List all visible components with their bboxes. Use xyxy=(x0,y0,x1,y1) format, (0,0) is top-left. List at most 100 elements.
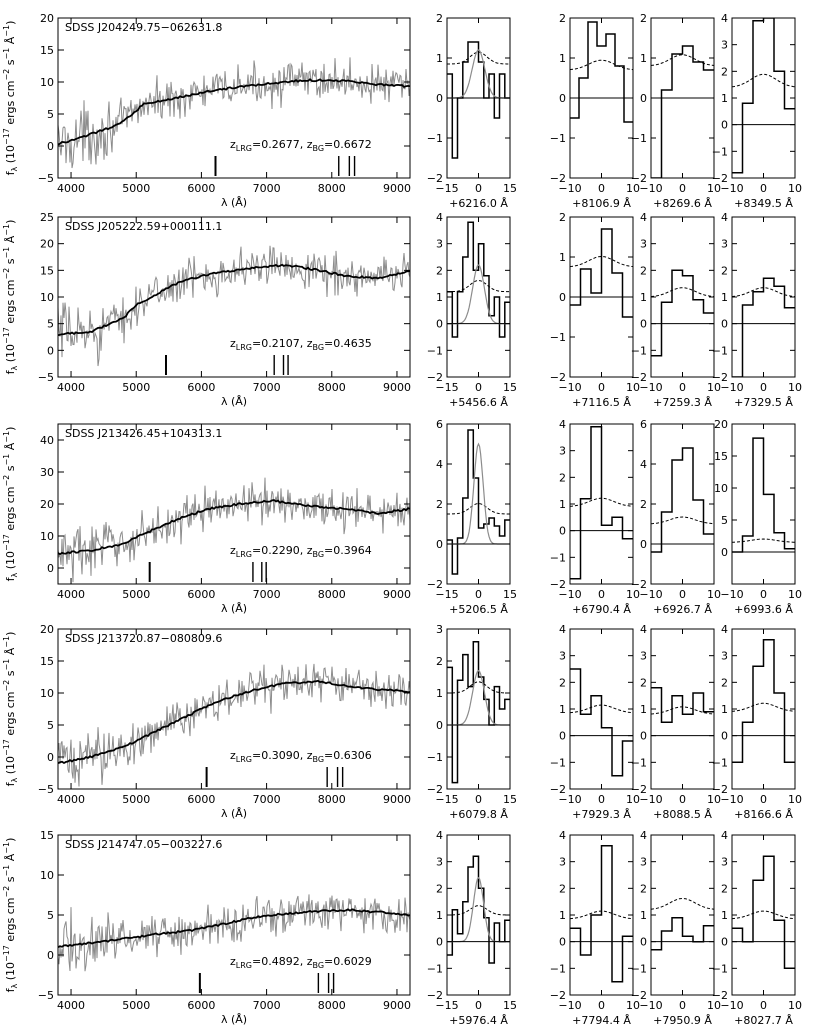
x-tick-label: 4000 xyxy=(57,793,85,806)
x-tick-label: 10 xyxy=(788,588,802,601)
model-spectrum xyxy=(58,78,410,146)
y-tick-label: 2 xyxy=(436,498,443,511)
spectrum-frame xyxy=(57,216,411,378)
y-tick-label: 0 xyxy=(47,140,54,153)
redshift-label: zLRG=0.2107, zBG=0.4635 xyxy=(230,337,372,352)
y-tick-label: 4 xyxy=(559,623,566,636)
y-tick-label: 2 xyxy=(559,211,566,224)
y-tick-label: 1 xyxy=(721,909,728,922)
row-2: 4000 5000 6000 7000 8000 9000−50510152025SDSS… xyxy=(2,211,802,409)
line-center-label: +7329.5 Å xyxy=(734,396,793,409)
y-tick-label: −1 xyxy=(550,331,566,344)
x-tick-label: 5000 xyxy=(122,182,150,195)
y-tick-label: 2 xyxy=(559,676,566,689)
line-panel-1: −15 0 15 −2 −1 0 1 2 +6216.0 Å xyxy=(427,12,517,210)
y-tick-label: 10 xyxy=(40,687,54,700)
flux-histogram xyxy=(570,425,633,580)
observed-spectrum xyxy=(58,57,410,169)
y-tick-label: 3 xyxy=(436,856,443,869)
spectrum-panel: 4000 5000 6000 7000 8000 9000 −5 0 5 10 15 20 SDSS J… xyxy=(2,12,411,209)
y-tick-label: 0 xyxy=(640,730,647,743)
y-tick-label: 5 xyxy=(47,909,54,922)
flux-histogram xyxy=(651,45,714,178)
x-tick-label: 0 xyxy=(760,381,767,394)
x-tick-label: 0 xyxy=(760,793,767,806)
line-center-label: +6993.6 Å xyxy=(734,603,793,616)
y-tick-label: 1 xyxy=(640,291,647,304)
y-tick-label: 3 xyxy=(436,623,443,636)
y-tick-label: 4 xyxy=(436,458,443,471)
x-tick-label: 10 xyxy=(626,999,640,1012)
y-tick-label: 1 xyxy=(559,703,566,716)
flux-histogram xyxy=(651,447,714,553)
x-tick-label: 8000 xyxy=(318,588,346,601)
x-tick-label: 0 xyxy=(598,182,605,195)
line-panel-frame xyxy=(731,17,796,179)
x-tick-label: 7000 xyxy=(253,588,281,601)
x-axis-label: λ (Å) xyxy=(221,196,247,209)
y-tick-label: −2 xyxy=(631,783,647,796)
y-tick-label: 0 xyxy=(559,525,566,538)
y-tick-label: 25 xyxy=(40,211,54,224)
y-tick-label: 2 xyxy=(721,264,728,277)
y-tick-label: 2 xyxy=(721,65,728,78)
redshift-label: zLRG=0.3090, zBG=0.6306 xyxy=(230,749,372,764)
x-tick-label: 15 xyxy=(503,381,517,394)
line-panel-frame xyxy=(731,216,796,378)
model-spectrum xyxy=(58,499,410,556)
y-tick-label: 0 xyxy=(640,936,647,949)
y-tick-label: −1 xyxy=(427,962,443,975)
y-tick-label: 2 xyxy=(436,882,443,895)
x-tick-label: 0 xyxy=(475,588,482,601)
y-tick-label: −2 xyxy=(631,371,647,384)
x-tick-label: 9000 xyxy=(383,182,411,195)
noise-curve xyxy=(570,704,633,714)
y-tick-label: 2 xyxy=(721,676,728,689)
y-tick-label: −1 xyxy=(631,962,647,975)
line-panel-1: −15 0 15 −2 −1 0 1 2 3 4 +5456.6 Å xyxy=(427,211,517,409)
y-tick-label: −1 xyxy=(427,751,443,764)
y-tick-label: −2 xyxy=(550,371,566,384)
object-name: SDSS J205222.59+000111.1 xyxy=(65,220,222,233)
x-tick-label: 15 xyxy=(503,999,517,1012)
redshift-label: zLRG=0.4892, zBG=0.6029 xyxy=(230,955,372,970)
line-center-label: +6216.0 Å xyxy=(449,197,508,210)
y-tick-label: 0 xyxy=(640,92,647,105)
line-center-label: +5206.5 Å xyxy=(449,603,508,616)
x-tick-label: 8000 xyxy=(318,182,346,195)
y-tick-label: −1 xyxy=(550,962,566,975)
y-tick-label: 4 xyxy=(721,12,728,25)
x-tick-label: 10 xyxy=(626,182,640,195)
x-tick-label: 10 xyxy=(707,588,721,601)
x-tick-label: −15 xyxy=(435,381,458,394)
y-tick-label: 30 xyxy=(40,466,54,479)
x-tick-label: −10 xyxy=(639,182,662,195)
noise-curve xyxy=(651,516,714,525)
y-tick-label: 20 xyxy=(714,418,728,431)
y-tick-label: 1 xyxy=(721,703,728,716)
redshift-label: zLRG=0.2677, zBG=0.6672 xyxy=(230,138,372,153)
model-spectrum xyxy=(58,679,410,765)
y-tick-label: 5 xyxy=(47,318,54,331)
noise-curve xyxy=(447,681,510,694)
observed-spectrum xyxy=(58,894,410,972)
x-tick-label: 0 xyxy=(598,381,605,394)
y-tick-label: 3 xyxy=(640,856,647,869)
x-tick-label: 9000 xyxy=(383,999,411,1012)
y-tick-label: 0 xyxy=(721,546,728,559)
y-tick-label: 1 xyxy=(436,52,443,65)
x-tick-label: 0 xyxy=(760,588,767,601)
x-tick-label: −10 xyxy=(558,793,581,806)
x-tick-label: −10 xyxy=(639,588,662,601)
y-tick-label: 3 xyxy=(559,650,566,663)
y-tick-label: −2 xyxy=(427,989,443,1002)
y-axis-label: fλ (10−17 ergs cm−2 s−1 Å−1) xyxy=(2,838,19,993)
spectrum-frame xyxy=(57,628,411,790)
y-tick-label: 40 xyxy=(40,434,54,447)
line-panel-1: −15 0 15 −2 −1 0 1 2 3 +6079.8 Å xyxy=(427,623,517,821)
y-tick-label: 0 xyxy=(47,344,54,357)
